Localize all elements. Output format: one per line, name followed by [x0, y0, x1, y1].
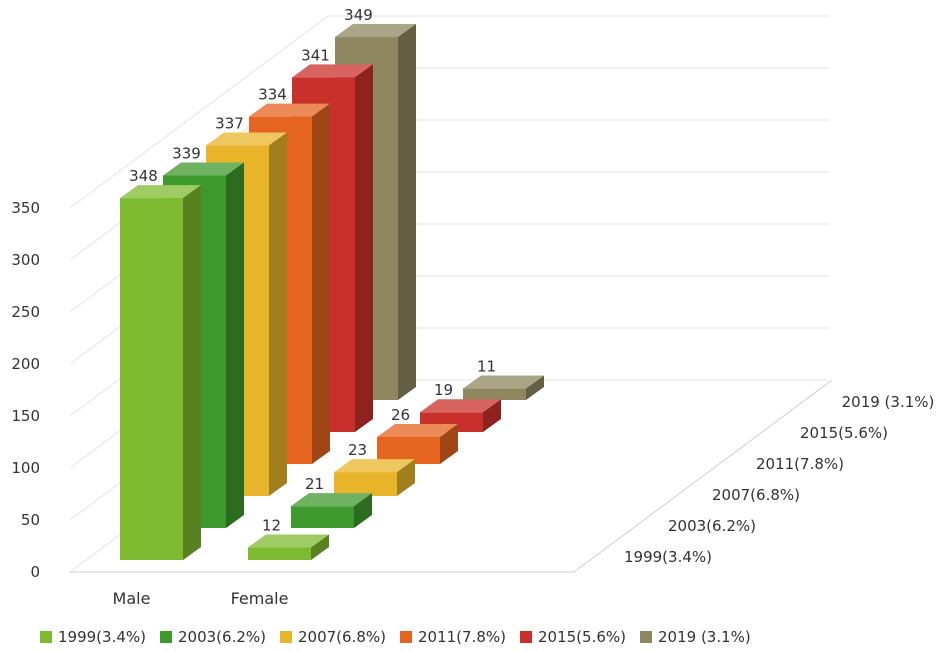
- data-label: 337: [215, 115, 244, 133]
- depth-axis-label: 2003(6.2%): [668, 517, 756, 535]
- bar-side: [312, 103, 330, 464]
- depth-axis-label: 2007(6.8%): [712, 486, 800, 504]
- bar: [334, 459, 415, 496]
- bar-side: [526, 375, 544, 400]
- bar: [377, 423, 458, 464]
- legend-item: 2015(5.6%): [520, 628, 626, 646]
- bar-top: [249, 103, 330, 117]
- bar-front: [120, 198, 183, 560]
- bar-top: [248, 534, 329, 548]
- bar-top: [120, 185, 201, 199]
- bar-top: [291, 493, 372, 507]
- bar-side: [397, 459, 415, 496]
- bar: [291, 493, 372, 528]
- legend-item: 1999(3.4%): [40, 628, 146, 646]
- bar-side: [355, 64, 373, 433]
- data-label: 11: [477, 358, 496, 376]
- bar-top: [292, 64, 373, 78]
- bar-top: [463, 375, 544, 389]
- legend-item: 2019 (3.1%): [640, 628, 751, 646]
- y-tick-label: 200: [11, 355, 40, 373]
- bar-front: [248, 547, 311, 560]
- bar-top: [420, 399, 501, 413]
- legend-swatch: [520, 631, 532, 643]
- bar-side: [398, 24, 416, 400]
- depth-axis-label: 2015(5.6%): [800, 424, 888, 442]
- bar-side: [483, 399, 501, 432]
- bar: [120, 185, 201, 560]
- legend-item: 2011(7.8%): [400, 628, 506, 646]
- gridline-side: [69, 15, 329, 209]
- depth-axis-label: 2011(7.8%): [756, 455, 844, 473]
- data-label: 339: [172, 144, 201, 162]
- y-tick-label: 150: [11, 407, 40, 425]
- floor-right-edge: [573, 379, 833, 573]
- legend-label: 2011(7.8%): [418, 628, 506, 646]
- bar-side: [440, 423, 458, 464]
- x-category-label: Male: [113, 589, 151, 608]
- legend-label: 2007(6.8%): [298, 628, 386, 646]
- y-tick-label: 50: [21, 511, 40, 529]
- x-category-label: Female: [231, 589, 289, 608]
- data-label: 334: [258, 86, 287, 104]
- legend-swatch: [160, 631, 172, 643]
- bar-side: [311, 534, 329, 560]
- y-tick-label: 100: [11, 459, 40, 477]
- data-label: 23: [348, 441, 367, 459]
- depth-axis-label: 2019 (3.1%): [842, 393, 935, 411]
- bar-top: [206, 132, 287, 146]
- depth-axis-label: 1999(3.4%): [624, 548, 712, 566]
- legend-label: 1999(3.4%): [58, 628, 146, 646]
- legend-label: 2015(5.6%): [538, 628, 626, 646]
- legend-swatch: [640, 631, 652, 643]
- bar-top: [335, 24, 416, 38]
- data-label: 19: [434, 381, 453, 399]
- legend-swatch: [40, 631, 52, 643]
- data-label: 21: [305, 475, 324, 493]
- bar: [248, 534, 329, 560]
- y-tick-label: 250: [11, 303, 40, 321]
- y-tick-label: 350: [11, 199, 40, 217]
- y-tick-label: 0: [30, 563, 40, 581]
- data-label: 348: [129, 167, 158, 185]
- bar-top: [334, 459, 415, 473]
- bar-front: [463, 388, 526, 400]
- legend-item: 2003(6.2%): [160, 628, 266, 646]
- data-label: 12: [262, 517, 281, 535]
- legend: 1999(3.4%) 2003(6.2%) 2007(6.8%) 2011(7.8%)…: [40, 624, 940, 650]
- data-label: 26: [391, 406, 410, 424]
- bar-front: [334, 472, 397, 496]
- data-label: 349: [344, 6, 373, 24]
- bar-side: [354, 493, 372, 528]
- bar-front: [291, 506, 354, 528]
- bar-side: [226, 162, 244, 528]
- data-label: 341: [301, 46, 330, 64]
- bar-side: [183, 185, 201, 560]
- bar-top: [163, 162, 244, 176]
- legend-label: 2019 (3.1%): [658, 628, 751, 646]
- legend-label: 2003(6.2%): [178, 628, 266, 646]
- y-tick-label: 300: [11, 251, 40, 269]
- bar-top: [377, 423, 458, 437]
- legend-swatch: [280, 631, 292, 643]
- legend-swatch: [400, 631, 412, 643]
- legend-item: 2007(6.8%): [280, 628, 386, 646]
- bar-side: [269, 132, 287, 496]
- bar: [463, 375, 544, 400]
